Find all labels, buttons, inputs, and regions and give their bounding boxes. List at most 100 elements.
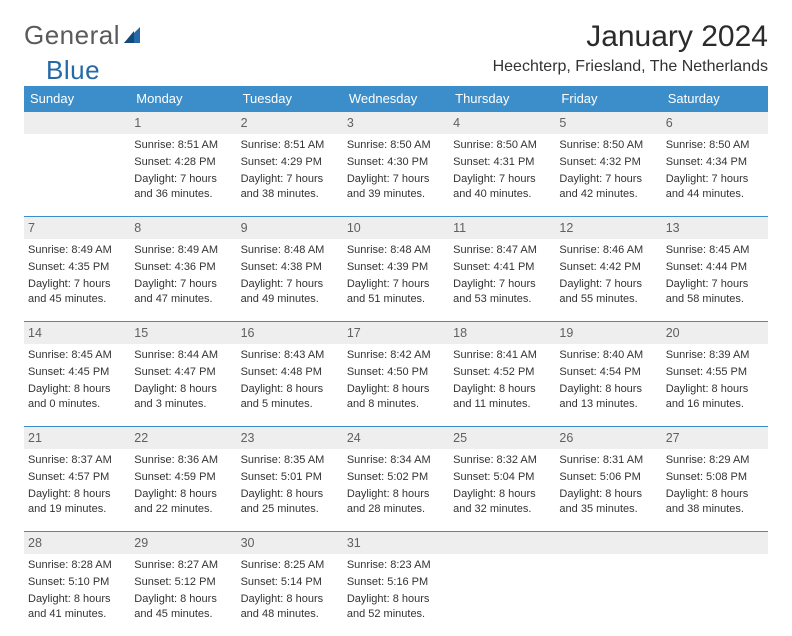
day-cell: Sunrise: 8:27 AMSunset: 5:12 PMDaylight:… (130, 554, 236, 636)
sunrise-text: Sunrise: 8:43 AM (241, 346, 339, 363)
info-row: Sunrise: 8:49 AMSunset: 4:35 PMDaylight:… (24, 239, 768, 321)
daynum-cell: 7 (24, 216, 130, 239)
daynum-row: 123456 (24, 111, 768, 134)
daynum-cell: 15 (130, 321, 236, 344)
day-cell: Sunrise: 8:50 AMSunset: 4:32 PMDaylight:… (555, 134, 661, 216)
daylight-text: Daylight: 7 hours and 45 minutes. (28, 275, 126, 307)
sunrise-text: Sunrise: 8:41 AM (453, 346, 551, 363)
daylight-text: Daylight: 8 hours and 3 minutes. (134, 380, 232, 412)
daynum-cell (662, 531, 768, 554)
sunrise-text: Sunrise: 8:23 AM (347, 556, 445, 573)
sunset-text: Sunset: 4:34 PM (666, 153, 764, 170)
day-cell: Sunrise: 8:44 AMSunset: 4:47 PMDaylight:… (130, 344, 236, 426)
daynum-cell: 20 (662, 321, 768, 344)
daynum-cell (555, 531, 661, 554)
daynum-cell: 6 (662, 111, 768, 134)
weekday-header-row: Sunday Monday Tuesday Wednesday Thursday… (24, 86, 768, 111)
daylight-text: Daylight: 7 hours and 40 minutes. (453, 170, 551, 202)
weekday-head: Wednesday (343, 86, 449, 111)
day-number: 29 (134, 536, 148, 550)
daynum-cell: 4 (449, 111, 555, 134)
sunset-text: Sunset: 4:28 PM (134, 153, 232, 170)
day-number: 30 (241, 536, 255, 550)
daylight-text: Daylight: 7 hours and 36 minutes. (134, 170, 232, 202)
day-cell: Sunrise: 8:47 AMSunset: 4:41 PMDaylight:… (449, 239, 555, 321)
info-row: Sunrise: 8:28 AMSunset: 5:10 PMDaylight:… (24, 554, 768, 636)
daylight-text: Daylight: 8 hours and 45 minutes. (134, 590, 232, 622)
day-cell: Sunrise: 8:40 AMSunset: 4:54 PMDaylight:… (555, 344, 661, 426)
daynum-row: 14151617181920 (24, 321, 768, 344)
day-number: 11 (453, 221, 466, 235)
brand-logo: General (24, 20, 144, 51)
sunset-text: Sunset: 4:29 PM (241, 153, 339, 170)
sunrise-text: Sunrise: 8:50 AM (666, 136, 764, 153)
day-number: 3 (347, 116, 354, 130)
day-cell: Sunrise: 8:51 AMSunset: 4:29 PMDaylight:… (237, 134, 343, 216)
daylight-text: Daylight: 7 hours and 44 minutes. (666, 170, 764, 202)
day-cell: Sunrise: 8:32 AMSunset: 5:04 PMDaylight:… (449, 449, 555, 531)
sunrise-text: Sunrise: 8:27 AM (134, 556, 232, 573)
weekday-head: Monday (130, 86, 236, 111)
sunset-text: Sunset: 4:42 PM (559, 258, 657, 275)
sunset-text: Sunset: 4:55 PM (666, 363, 764, 380)
weekday-head: Thursday (449, 86, 555, 111)
day-cell: Sunrise: 8:28 AMSunset: 5:10 PMDaylight:… (24, 554, 130, 636)
daynum-cell: 13 (662, 216, 768, 239)
daylight-text: Daylight: 8 hours and 38 minutes. (666, 485, 764, 517)
daylight-text: Daylight: 7 hours and 58 minutes. (666, 275, 764, 307)
sunset-text: Sunset: 4:30 PM (347, 153, 445, 170)
sunrise-text: Sunrise: 8:48 AM (347, 241, 445, 258)
location-subtitle: Heechterp, Friesland, The Netherlands (493, 58, 768, 76)
day-cell: Sunrise: 8:35 AMSunset: 5:01 PMDaylight:… (237, 449, 343, 531)
daynum-cell: 26 (555, 426, 661, 449)
daynum-cell: 5 (555, 111, 661, 134)
sunrise-text: Sunrise: 8:50 AM (347, 136, 445, 153)
day-cell: Sunrise: 8:36 AMSunset: 4:59 PMDaylight:… (130, 449, 236, 531)
day-number: 27 (666, 431, 680, 445)
day-cell: Sunrise: 8:31 AMSunset: 5:06 PMDaylight:… (555, 449, 661, 531)
daynum-row: 78910111213 (24, 216, 768, 239)
daynum-cell: 28 (24, 531, 130, 554)
day-cell: Sunrise: 8:34 AMSunset: 5:02 PMDaylight:… (343, 449, 449, 531)
sunset-text: Sunset: 4:44 PM (666, 258, 764, 275)
day-cell (662, 554, 768, 636)
daynum-cell: 11 (449, 216, 555, 239)
day-cell: Sunrise: 8:39 AMSunset: 4:55 PMDaylight:… (662, 344, 768, 426)
day-number: 4 (453, 116, 460, 130)
day-number: 6 (666, 116, 673, 130)
sunset-text: Sunset: 4:50 PM (347, 363, 445, 380)
daylight-text: Daylight: 7 hours and 47 minutes. (134, 275, 232, 307)
daylight-text: Daylight: 8 hours and 32 minutes. (453, 485, 551, 517)
sunset-text: Sunset: 5:10 PM (28, 573, 126, 590)
sunset-text: Sunset: 4:41 PM (453, 258, 551, 275)
sunset-text: Sunset: 5:01 PM (241, 468, 339, 485)
day-cell: Sunrise: 8:43 AMSunset: 4:48 PMDaylight:… (237, 344, 343, 426)
day-number: 22 (134, 431, 148, 445)
weekday-head: Saturday (662, 86, 768, 111)
daynum-cell: 17 (343, 321, 449, 344)
sunset-text: Sunset: 4:47 PM (134, 363, 232, 380)
sunset-text: Sunset: 5:14 PM (241, 573, 339, 590)
day-number: 7 (28, 221, 35, 235)
daylight-text: Daylight: 7 hours and 55 minutes. (559, 275, 657, 307)
day-number: 23 (241, 431, 255, 445)
sunrise-text: Sunrise: 8:32 AM (453, 451, 551, 468)
sunrise-text: Sunrise: 8:51 AM (241, 136, 339, 153)
sunset-text: Sunset: 4:36 PM (134, 258, 232, 275)
daylight-text: Daylight: 8 hours and 5 minutes. (241, 380, 339, 412)
daylight-text: Daylight: 8 hours and 19 minutes. (28, 485, 126, 517)
sunrise-text: Sunrise: 8:36 AM (134, 451, 232, 468)
day-number: 28 (28, 536, 42, 550)
sunset-text: Sunset: 5:12 PM (134, 573, 232, 590)
sunrise-text: Sunrise: 8:49 AM (28, 241, 126, 258)
day-cell: Sunrise: 8:50 AMSunset: 4:34 PMDaylight:… (662, 134, 768, 216)
day-number: 1 (134, 116, 141, 130)
daynum-cell (449, 531, 555, 554)
sunset-text: Sunset: 5:08 PM (666, 468, 764, 485)
day-cell: Sunrise: 8:42 AMSunset: 4:50 PMDaylight:… (343, 344, 449, 426)
daynum-cell: 25 (449, 426, 555, 449)
sunset-text: Sunset: 4:59 PM (134, 468, 232, 485)
day-number: 17 (347, 326, 361, 340)
info-row: Sunrise: 8:45 AMSunset: 4:45 PMDaylight:… (24, 344, 768, 426)
daynum-cell: 29 (130, 531, 236, 554)
